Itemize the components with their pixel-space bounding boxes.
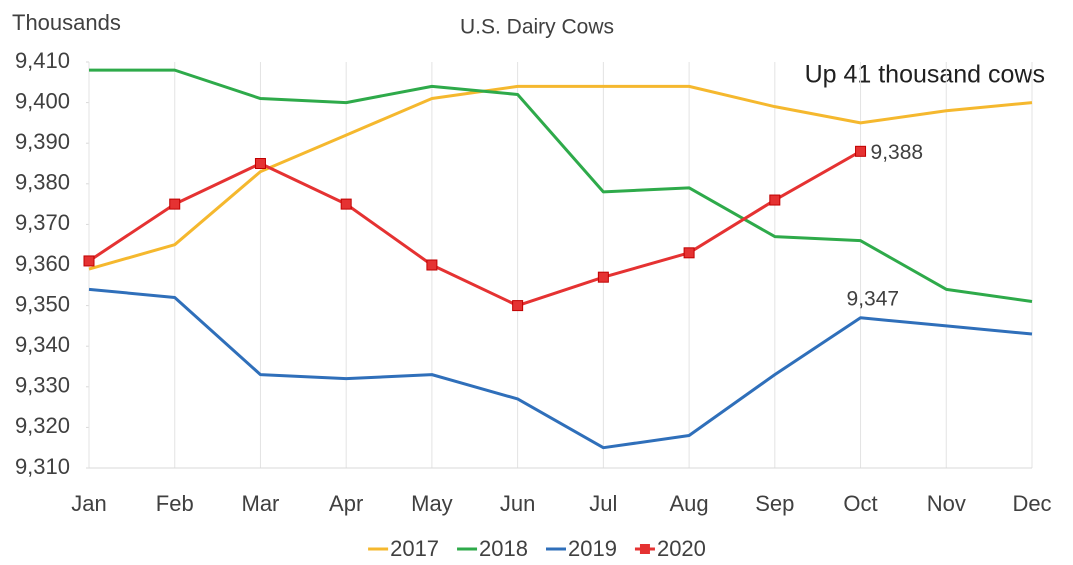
- x-tick-label: May: [411, 491, 453, 516]
- x-tick-label: Jun: [500, 491, 535, 516]
- y-tick-label: 9,320: [15, 413, 70, 438]
- x-tick-label: Aug: [670, 491, 709, 516]
- annotation: Up 41 thousand cows: [805, 61, 1045, 89]
- y-tick-label: 9,390: [15, 129, 70, 154]
- y-axis-label: Thousands: [12, 10, 121, 35]
- series-line: [89, 68, 1033, 304]
- point-marker: [769, 194, 781, 206]
- legend: 2017 2018 2019 2020: [368, 536, 706, 561]
- y-tick-label: 9,410: [15, 48, 70, 73]
- data-label: 9,347: [847, 287, 900, 310]
- x-tick-label: Jul: [589, 491, 617, 516]
- y-tick-label: 9,330: [15, 373, 70, 398]
- point-marker: [83, 255, 95, 267]
- y-tick-label: 9,400: [15, 88, 70, 113]
- x-tick-label: Nov: [927, 491, 966, 516]
- point-marker: [855, 145, 867, 157]
- legend-label: 2020: [657, 536, 706, 561]
- legend-label: 2018: [479, 536, 528, 561]
- y-tick-label: 9,310: [15, 454, 70, 479]
- x-tick-label: Oct: [843, 491, 877, 516]
- x-tick-label: Apr: [329, 491, 363, 516]
- y-tick-label: 9,360: [15, 251, 70, 276]
- point-marker: [597, 271, 609, 283]
- series-line: [88, 287, 1033, 450]
- y-tick-label: 9,380: [15, 170, 70, 195]
- y-tick-label: 9,340: [15, 332, 70, 357]
- legend-marker: [639, 544, 650, 554]
- point-marker: [169, 198, 181, 210]
- x-tick-label: Jan: [71, 491, 106, 516]
- series-line: [88, 84, 1033, 271]
- y-tick-label: 9,370: [15, 210, 70, 235]
- x-tick-label: Dec: [1012, 491, 1051, 516]
- y-tick-label: 9,350: [15, 291, 70, 316]
- series-line: [88, 150, 862, 308]
- point-marker: [426, 259, 438, 271]
- x-tick-label: Mar: [242, 491, 280, 516]
- point-marker: [512, 300, 524, 312]
- x-tick-label: Feb: [156, 491, 194, 516]
- x-tick-label: Sep: [755, 491, 794, 516]
- point-marker: [340, 198, 352, 210]
- legend-label: 2017: [390, 536, 439, 561]
- data-label: 9,388: [871, 141, 924, 164]
- chart-title: U.S. Dairy Cows: [460, 16, 614, 39]
- point-marker: [683, 247, 695, 259]
- legend-label: 2019: [568, 536, 617, 561]
- point-marker: [254, 158, 266, 169]
